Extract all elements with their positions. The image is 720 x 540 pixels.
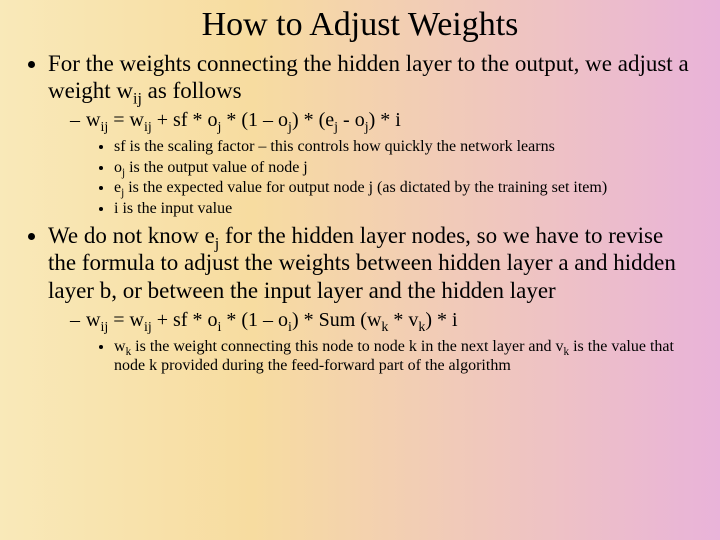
f2c: + sf * o	[152, 309, 218, 331]
f2g: ) * i	[425, 309, 457, 331]
f1e: ) * (e	[292, 109, 334, 131]
formula-list-2: wij = wij + sf * oi * (1 – oi) * Sum (wk…	[48, 308, 694, 376]
sub-5: wk is the weight connecting this node to…	[114, 337, 694, 376]
b2a: We do not know e	[48, 223, 215, 248]
bullet-1-sub: ij	[133, 91, 142, 108]
f2f: * v	[388, 309, 418, 331]
s5b: is the weight connecting this node to no…	[131, 338, 563, 355]
sub-list-2: wk is the weight connecting this node to…	[86, 337, 694, 376]
f2d: * (1 – o	[221, 309, 288, 331]
s2a: o	[114, 159, 122, 176]
f1d: * (1 – o	[221, 109, 288, 131]
sub-2: oj is the output value of node j	[114, 158, 694, 178]
s2b: is the output value of node j	[125, 159, 308, 176]
formula-list-1: wij = wij + sf * oj * (1 – oj) * (ej - o…	[48, 108, 694, 218]
bullet-1-text-b: as follows	[142, 78, 242, 103]
f1g: ) * i	[369, 109, 401, 131]
f2e: ) * Sum (w	[292, 309, 381, 331]
f1a: w	[86, 109, 100, 131]
sub-3: ej is the expected value for output node…	[114, 178, 694, 198]
sub-list-1: sf is the scaling factor – this controls…	[86, 137, 694, 218]
f2b: = w	[108, 309, 144, 331]
formula-1: wij = wij + sf * oj * (1 – oj) * (ej - o…	[70, 108, 694, 218]
f1f: - o	[338, 109, 365, 131]
f2a: w	[86, 309, 100, 331]
f1bs: ij	[144, 120, 152, 135]
f1c: + sf * o	[152, 109, 218, 131]
sub-1: sf is the scaling factor – this controls…	[114, 137, 694, 157]
bullet-2: We do not know ej for the hidden layer n…	[48, 222, 694, 375]
sub-4: i is the input value	[114, 199, 694, 219]
s5a: w	[114, 338, 126, 355]
f2bs: ij	[144, 320, 152, 335]
bullet-list: For the weights connecting the hidden la…	[26, 50, 694, 376]
s3b: is the expected value for output node j …	[124, 179, 607, 196]
bullet-1: For the weights connecting the hidden la…	[48, 50, 694, 218]
f1b: = w	[108, 109, 144, 131]
formula-2: wij = wij + sf * oi * (1 – oi) * Sum (wk…	[70, 308, 694, 376]
slide-title: How to Adjust Weights	[26, 6, 694, 44]
slide: How to Adjust Weights For the weights co…	[0, 0, 720, 540]
